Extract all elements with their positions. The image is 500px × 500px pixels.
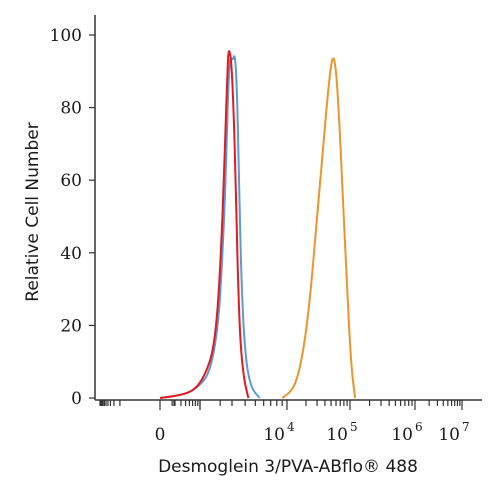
axes: [94, 15, 482, 401]
y-tick-label: 100: [50, 26, 82, 46]
y-axis-label: Relative Cell Number: [23, 122, 43, 301]
x-tick-label: 0: [155, 425, 166, 445]
y-tick-label: 0: [71, 389, 82, 409]
x-tick-label: 10 6: [391, 420, 422, 445]
x-ticks: 0 10 4 10 5 10 6 10 7: [99, 400, 470, 445]
y-tick-label: 60: [60, 171, 82, 191]
histogram-series-2: [159, 50, 250, 399]
histogram-series-1: [159, 55, 261, 399]
y-tick-label: 40: [60, 244, 82, 264]
x-tick-label: 10 7: [438, 420, 469, 445]
x-tick-label: 10 4: [263, 420, 295, 445]
x-tick-label: 10 5: [326, 420, 357, 445]
y-tick-label: 80: [60, 99, 82, 119]
histogram-curves: [159, 50, 357, 399]
y-tick-label: 20: [60, 316, 82, 336]
y-ticks: 0 20 40 60 80 100: [50, 26, 95, 409]
x-axis-label: Desmoglein 3/PVA-ABflo® 488: [158, 457, 418, 477]
histogram-series-3: [281, 57, 357, 399]
